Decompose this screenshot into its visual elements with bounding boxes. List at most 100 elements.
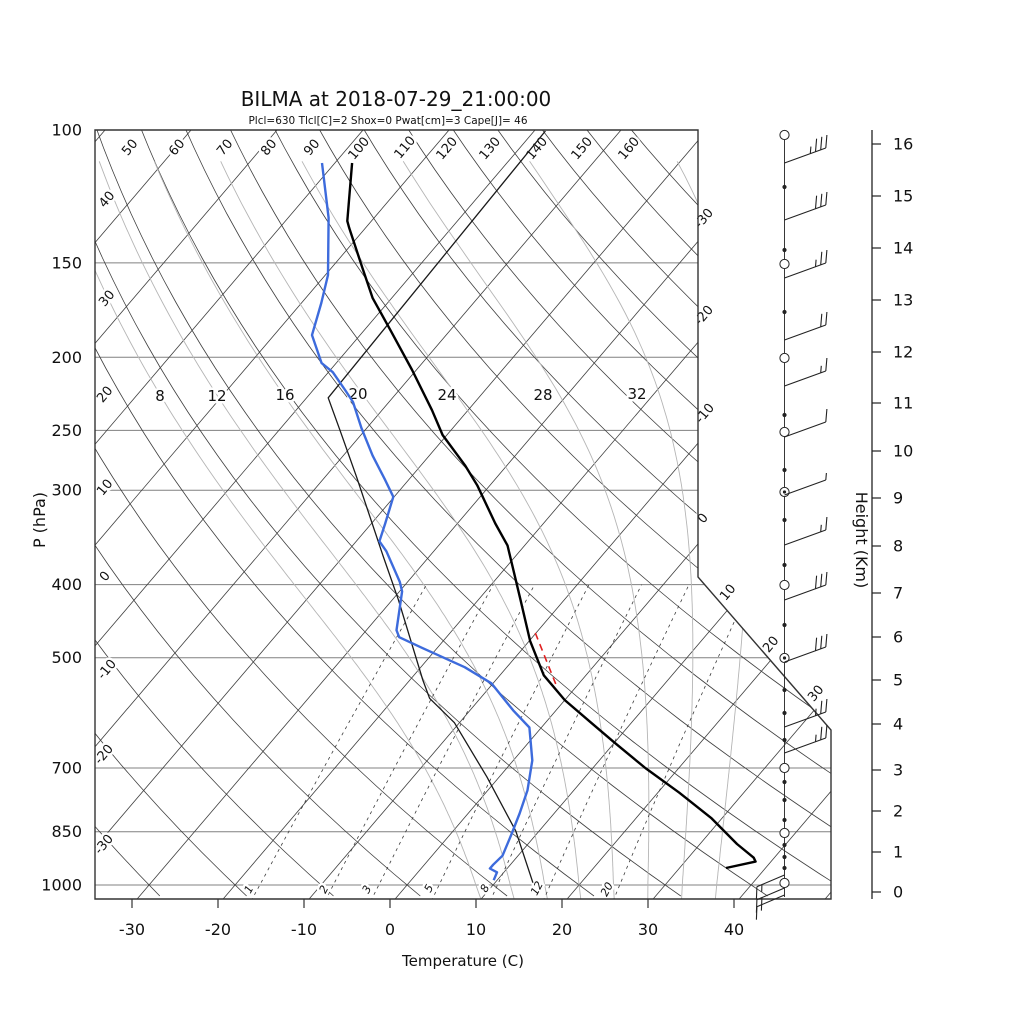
pressure-tick-label: 200 — [51, 348, 82, 367]
wind-barb — [784, 249, 828, 279]
station-dot — [782, 865, 787, 871]
height-tick-label: 14 — [893, 239, 913, 258]
pressure-tick-label: 150 — [51, 253, 82, 272]
isotherm-line — [95, 130, 540, 899]
dry-adiabat-line — [539, 130, 831, 897]
isotherm-line — [95, 130, 368, 899]
temp-axis-tick-label: 40 — [724, 920, 744, 939]
pressure-tick-label: 1000 — [41, 876, 82, 895]
moist-adiabat-label: 28 — [533, 386, 552, 404]
dry-adiabat-label: 120 — [434, 134, 461, 163]
station-dot — [782, 184, 787, 190]
dry-adiabat-line — [95, 130, 334, 897]
dry-adiabat-label: 150 — [569, 134, 596, 163]
dry-adiabat-line — [450, 130, 831, 897]
dry-adiabat-line — [95, 130, 508, 897]
wind-barb — [784, 724, 828, 754]
mixing-ratio-line — [612, 584, 752, 899]
temp-axis-tick-label: 10 — [466, 920, 486, 939]
isotherm-line — [819, 130, 831, 899]
wind-barb-column — [755, 129, 828, 920]
moist-adiabat-line — [95, 161, 483, 899]
dry-adiabat-label: 50 — [119, 137, 141, 159]
pressure-axis-label: P (hPa) — [30, 492, 49, 548]
dry-adiabat-line — [317, 130, 831, 897]
isotherm-line — [95, 130, 712, 899]
mixing-ratio-line — [370, 584, 535, 899]
moist-adiabat-label: 12 — [207, 387, 226, 405]
dry-adiabat-line — [95, 130, 595, 897]
isotherm-line — [131, 130, 798, 899]
isotherm-line — [217, 130, 831, 899]
temp-axis-tick-label: 20 — [552, 920, 572, 939]
dry-adiabat-line — [95, 130, 682, 897]
pressure-tick-label: 850 — [51, 822, 82, 841]
height-tick-label: 15 — [893, 187, 913, 206]
dry-adiabat-label: 0 — [97, 569, 114, 585]
temp-axis-tick-label: 30 — [638, 920, 658, 939]
wind-barb — [784, 472, 827, 496]
moist-adiabat-label: 24 — [437, 386, 456, 404]
temp-axis-tick-label: -10 — [291, 920, 317, 939]
isotherm-line — [95, 130, 110, 899]
level-circle — [779, 426, 790, 438]
height-tick-label: 13 — [893, 291, 913, 310]
level-circle — [779, 762, 790, 774]
isotherm-label: -20 — [692, 303, 717, 329]
isotherm-line — [733, 130, 831, 899]
pressure-tick-label: 250 — [51, 421, 82, 440]
temperature-profile-line — [346, 162, 757, 870]
temp-axis-tick-label: -30 — [119, 920, 145, 939]
dry-adiabat-label: 80 — [258, 137, 280, 159]
isotherm-label: 30 — [805, 683, 827, 705]
pressure-tick-label: 500 — [51, 648, 82, 667]
wind-barb — [784, 134, 828, 164]
height-tick-label: 7 — [893, 584, 903, 603]
isotherm-line — [389, 130, 831, 899]
wind-barb — [784, 516, 828, 546]
wind-barb — [755, 894, 785, 920]
moist-adiabat-label: 8 — [155, 387, 165, 405]
station-dot — [782, 737, 787, 743]
isotherm-line — [475, 130, 831, 899]
pressure-tick-label: 400 — [51, 575, 82, 594]
station-dot — [782, 710, 787, 716]
station-dot — [782, 622, 787, 628]
dry-adiabat-label: 20 — [94, 384, 116, 406]
dry-adiabat-line — [95, 130, 161, 897]
height-tick-label: 6 — [893, 628, 903, 647]
plot-border — [94, 129, 832, 900]
station-dot — [782, 687, 787, 693]
height-axis-label: Height (Km) — [852, 492, 871, 589]
dry-adiabat-label: 30 — [96, 288, 118, 310]
station-dot — [782, 817, 787, 823]
mixing-ratio-line — [324, 584, 494, 899]
station-dot — [782, 779, 787, 785]
wind-barb — [784, 357, 828, 387]
height-tick-label: 9 — [893, 489, 903, 508]
height-tick-label: 4 — [893, 715, 903, 734]
height-tick-label: 12 — [893, 343, 913, 362]
mixing-ratio-label: 5 — [422, 882, 437, 894]
moist-adiabat-line — [529, 161, 694, 899]
isotherm-line — [0, 125, 23, 905]
height-tick-label: 3 — [893, 761, 903, 780]
level-circle — [779, 827, 790, 839]
moist-adiabat-line — [301, 161, 615, 899]
station-dot — [782, 247, 787, 253]
height-tick-label: 8 — [893, 537, 903, 556]
isotherm-line — [647, 130, 831, 899]
level-circle — [779, 129, 790, 141]
height-tick-label: 11 — [893, 394, 913, 413]
dry-adiabat-label: 40 — [96, 189, 118, 211]
height-tick-label: 16 — [893, 135, 913, 154]
dry-adiabat-line — [583, 130, 831, 897]
dry-adiabat-line — [272, 130, 831, 897]
station-dot — [782, 562, 787, 568]
level-circle — [779, 877, 790, 889]
moist-adiabat-line — [220, 161, 582, 899]
station-dot — [782, 854, 787, 860]
level-circle — [779, 258, 790, 270]
